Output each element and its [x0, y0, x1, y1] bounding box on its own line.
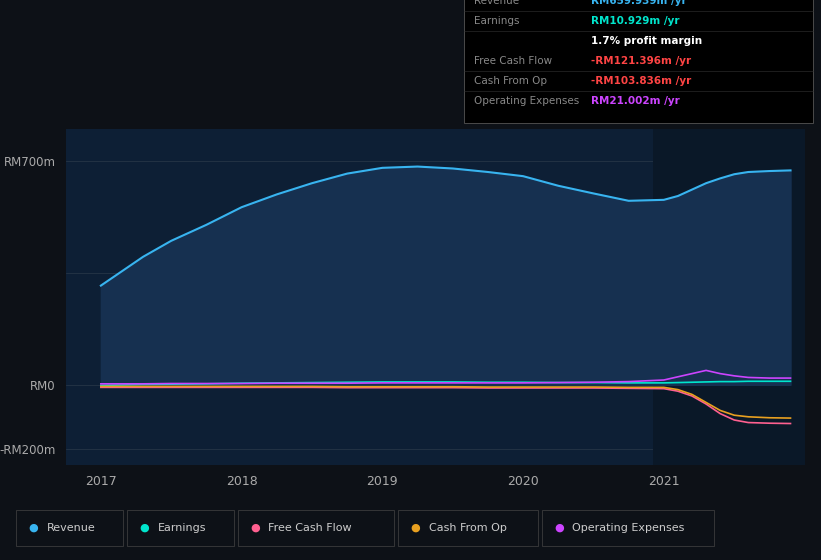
- Text: Free Cash Flow: Free Cash Flow: [268, 523, 352, 533]
- Text: ●: ●: [140, 523, 149, 533]
- Text: Free Cash Flow: Free Cash Flow: [474, 56, 552, 66]
- Text: ●: ●: [410, 523, 420, 533]
- Text: Cash From Op: Cash From Op: [429, 523, 507, 533]
- Text: ●: ●: [29, 523, 39, 533]
- Text: 1.7% profit margin: 1.7% profit margin: [591, 36, 702, 46]
- Text: RM659.939m /yr: RM659.939m /yr: [591, 0, 686, 6]
- Bar: [653, 129, 805, 465]
- Text: Revenue: Revenue: [47, 523, 95, 533]
- Text: -RM121.396m /yr: -RM121.396m /yr: [591, 56, 691, 66]
- Text: ●: ●: [554, 523, 564, 533]
- Text: ●: ●: [250, 523, 260, 533]
- Text: RM21.002m /yr: RM21.002m /yr: [591, 96, 680, 106]
- Text: -RM103.836m /yr: -RM103.836m /yr: [591, 76, 691, 86]
- Text: Operating Expenses: Operating Expenses: [572, 523, 685, 533]
- Text: Earnings: Earnings: [158, 523, 206, 533]
- Text: Revenue: Revenue: [474, 0, 519, 6]
- Text: Earnings: Earnings: [474, 16, 519, 26]
- Text: RM10.929m /yr: RM10.929m /yr: [591, 16, 680, 26]
- Text: Cash From Op: Cash From Op: [474, 76, 547, 86]
- Text: Operating Expenses: Operating Expenses: [474, 96, 579, 106]
